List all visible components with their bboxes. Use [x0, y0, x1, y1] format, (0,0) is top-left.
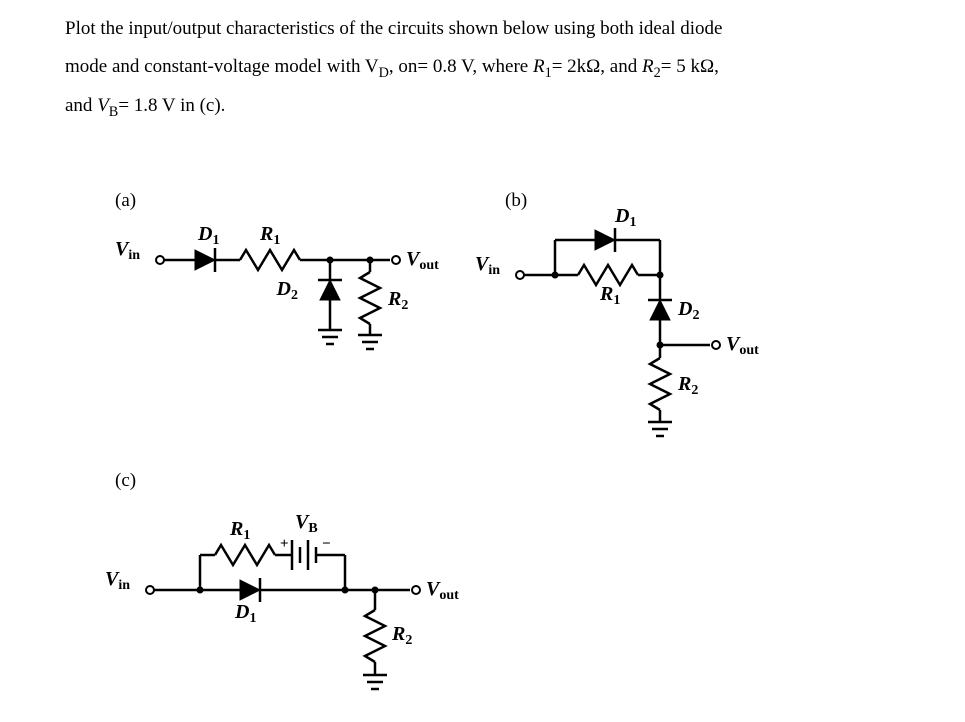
- problem-r2: R: [642, 56, 654, 77]
- d2-label-b: D2: [677, 298, 699, 323]
- problem-line2b: , on= 0.8 V, where: [389, 56, 533, 77]
- vout-label-a: Vout: [406, 248, 439, 273]
- problem-line3a: and: [65, 95, 97, 116]
- problem-line2a: mode and constant-voltage model with V: [65, 56, 379, 77]
- problem-r2-val: = 5 kΩ,: [661, 56, 719, 77]
- r1-label-a: R1: [259, 223, 280, 248]
- ground-1-a: [318, 330, 342, 344]
- d2-label-a: D2: [276, 278, 298, 303]
- r1-label-b: R1: [599, 283, 620, 308]
- ground-2-a: [358, 335, 382, 349]
- d1-label-c: D1: [234, 601, 256, 626]
- r2-label-a: R2: [387, 288, 408, 313]
- resistor-r2-b: [650, 358, 670, 410]
- vin-terminal-a: [156, 256, 164, 264]
- problem-r2-sub: 2: [654, 65, 661, 81]
- part-c-label: (c): [115, 470, 136, 492]
- problem-vb: V: [97, 95, 109, 116]
- diode-d2-a: [318, 280, 342, 300]
- circuit-a: Vin D1 R1 Vout D2 R2: [140, 210, 460, 410]
- r2-label-c: R2: [391, 623, 412, 648]
- ground-c: [363, 675, 387, 689]
- problem-statement: Plot the input/output characteristics of…: [65, 10, 905, 127]
- problem-r1: R: [533, 56, 545, 77]
- vout-terminal-b: [712, 341, 720, 349]
- vin-label-a: Vin: [115, 238, 140, 263]
- d1-label-a: D1: [197, 223, 219, 248]
- vout-label-b: Vout: [726, 333, 759, 358]
- r1-label-c: R1: [229, 518, 250, 543]
- problem-r1-val: = 2kΩ, and: [552, 56, 642, 77]
- circuit-c: Vin R1 VB + − D1 Vout R2: [130, 500, 490, 710]
- vout-terminal-a: [392, 256, 400, 264]
- diode-d1-c: [240, 578, 260, 602]
- vin-label-b: Vin: [475, 253, 500, 278]
- resistor-r1-b: [578, 265, 638, 285]
- ground-b: [648, 422, 672, 436]
- problem-line1: Plot the input/output characteristics of…: [65, 18, 723, 39]
- problem-line3b: = 1.8 V in (c).: [118, 95, 225, 116]
- vout-terminal-c: [412, 586, 420, 594]
- vb-minus: −: [322, 536, 331, 552]
- vin-label-c: Vin: [105, 568, 130, 593]
- vb-label-c: VB: [295, 511, 318, 536]
- battery-vb-c: [292, 540, 316, 570]
- resistor-r2-c: [365, 610, 385, 662]
- vb-plus: +: [280, 536, 289, 552]
- part-a-label: (a): [115, 190, 136, 212]
- resistor-r1-a: [240, 250, 300, 270]
- resistor-r2-a: [360, 272, 380, 324]
- vin-terminal-c: [146, 586, 154, 594]
- problem-vb-sub: B: [109, 104, 119, 120]
- r2-label-b: R2: [677, 373, 698, 398]
- circuit-b: Vin D1 R1 D2 Vout R2: [500, 200, 820, 460]
- problem-r1-sub: 1: [545, 65, 552, 81]
- vout-label-c: Vout: [426, 578, 459, 603]
- diode-d1-a: [195, 248, 215, 272]
- problem-vd-sub: D: [379, 65, 389, 81]
- diode-d2-b: [648, 300, 672, 320]
- d1-label-b: D1: [614, 205, 636, 230]
- vin-terminal-b: [516, 271, 524, 279]
- diode-d1-b: [595, 228, 615, 252]
- resistor-r1-c: [215, 545, 275, 565]
